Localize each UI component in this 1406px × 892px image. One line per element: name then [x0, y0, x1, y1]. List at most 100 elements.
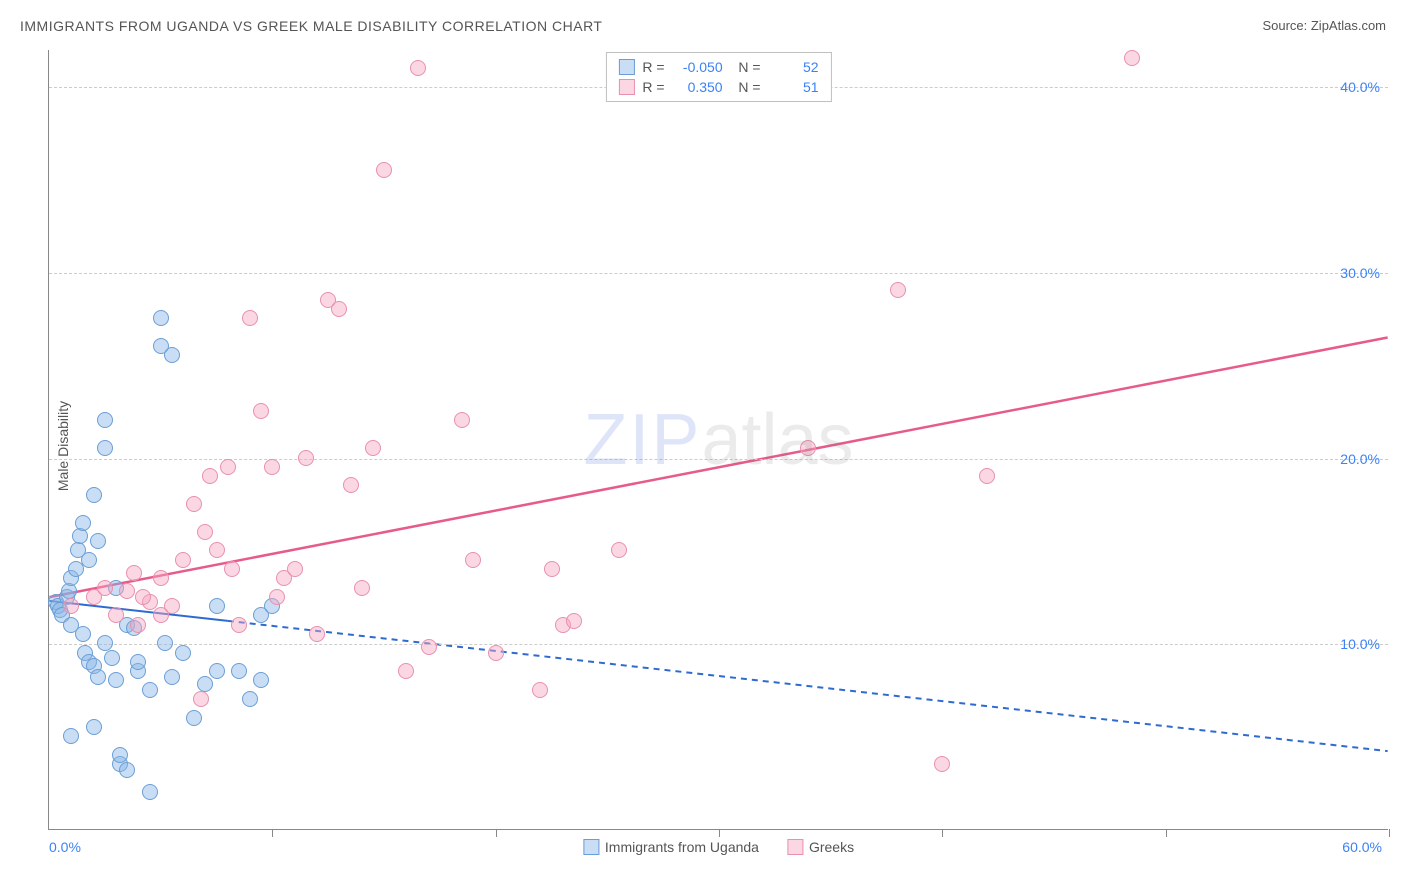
scatter-point-greeks [298, 450, 314, 466]
scatter-point-greeks [135, 589, 151, 605]
scatter-point-greeks [264, 459, 280, 475]
scatter-point-uganda [164, 669, 180, 685]
scatter-point-greeks [398, 663, 414, 679]
scatter-point-uganda [75, 515, 91, 531]
scatter-point-greeks [1124, 50, 1140, 66]
legend-r-label: R = [642, 79, 664, 95]
scatter-point-uganda [119, 762, 135, 778]
scatter-point-greeks [365, 440, 381, 456]
scatter-point-greeks [130, 617, 146, 633]
watermark: ZIPatlas [583, 399, 853, 481]
scatter-point-uganda [97, 635, 113, 651]
legend-row-greeks: R = 0.350 N = 51 [618, 79, 818, 95]
legend-n-value-greeks: 51 [769, 79, 819, 95]
chart-title: IMMIGRANTS FROM UGANDA VS GREEK MALE DIS… [20, 18, 602, 34]
y-tick-label: 20.0% [1340, 451, 1380, 467]
legend-swatch-uganda [583, 839, 599, 855]
scatter-point-greeks [287, 561, 303, 577]
scatter-point-greeks [890, 282, 906, 298]
y-tick-label: 40.0% [1340, 79, 1380, 95]
scatter-point-greeks [231, 617, 247, 633]
x-tick-label: 0.0% [49, 839, 81, 855]
x-tick [1389, 829, 1390, 837]
scatter-point-uganda [81, 552, 97, 568]
gridline [49, 273, 1388, 274]
plot-area: ZIPatlas R = -0.050 N = 52 R = 0.350 N =… [48, 50, 1388, 830]
legend-r-label: R = [642, 59, 664, 75]
scatter-point-greeks [934, 756, 950, 772]
scatter-point-greeks [108, 607, 124, 623]
x-tick [719, 829, 720, 837]
trend-line-greeks [49, 337, 1387, 597]
scatter-point-uganda [186, 710, 202, 726]
scatter-point-greeks [269, 589, 285, 605]
scatter-point-greeks [242, 310, 258, 326]
x-tick [1166, 829, 1167, 837]
scatter-point-greeks [126, 565, 142, 581]
gridline [49, 644, 1388, 645]
scatter-point-uganda [108, 672, 124, 688]
scatter-point-uganda [164, 347, 180, 363]
legend-n-label: N = [731, 79, 761, 95]
scatter-point-greeks [63, 598, 79, 614]
scatter-point-uganda [130, 654, 146, 670]
scatter-point-uganda [209, 598, 225, 614]
scatter-point-greeks [331, 301, 347, 317]
scatter-point-uganda [75, 626, 91, 642]
scatter-point-greeks [566, 613, 582, 629]
scatter-point-greeks [421, 639, 437, 655]
scatter-point-greeks [611, 542, 627, 558]
scatter-point-greeks [202, 468, 218, 484]
legend-item-greeks: Greeks [787, 839, 854, 855]
x-tick-label: 60.0% [1342, 839, 1382, 855]
scatter-point-greeks [309, 626, 325, 642]
scatter-point-greeks [97, 580, 113, 596]
legend-label-uganda: Immigrants from Uganda [605, 839, 759, 855]
legend-swatch-uganda [618, 59, 634, 75]
scatter-point-greeks [532, 682, 548, 698]
scatter-point-uganda [242, 691, 258, 707]
gridline [49, 459, 1388, 460]
scatter-point-uganda [142, 784, 158, 800]
scatter-point-greeks [197, 524, 213, 540]
trend-line-uganda-dashed [228, 621, 1388, 751]
x-tick [942, 829, 943, 837]
scatter-point-greeks [376, 162, 392, 178]
legend-item-uganda: Immigrants from Uganda [583, 839, 759, 855]
scatter-point-greeks [220, 459, 236, 475]
scatter-point-greeks [253, 403, 269, 419]
legend-n-label: N = [731, 59, 761, 75]
scatter-point-uganda [253, 672, 269, 688]
legend-swatch-greeks [618, 79, 634, 95]
scatter-point-uganda [90, 669, 106, 685]
scatter-point-uganda [231, 663, 247, 679]
scatter-point-uganda [86, 719, 102, 735]
legend-series: Immigrants from Uganda Greeks [583, 839, 854, 855]
x-tick [496, 829, 497, 837]
source-attribution: Source: ZipAtlas.com [1262, 18, 1386, 33]
scatter-point-uganda [197, 676, 213, 692]
legend-r-value-uganda: -0.050 [673, 59, 723, 75]
scatter-point-greeks [979, 468, 995, 484]
scatter-point-uganda [112, 747, 128, 763]
y-tick-label: 10.0% [1340, 636, 1380, 652]
scatter-point-greeks [354, 580, 370, 596]
scatter-point-uganda [63, 728, 79, 744]
legend-correlation-box: R = -0.050 N = 52 R = 0.350 N = 51 [605, 52, 831, 102]
scatter-point-greeks [209, 542, 225, 558]
legend-swatch-greeks [787, 839, 803, 855]
scatter-point-greeks [119, 583, 135, 599]
trend-lines [49, 50, 1388, 829]
scatter-point-greeks [193, 691, 209, 707]
scatter-point-greeks [164, 598, 180, 614]
y-tick-label: 30.0% [1340, 265, 1380, 281]
scatter-point-greeks [800, 440, 816, 456]
scatter-point-greeks [544, 561, 560, 577]
scatter-point-uganda [157, 635, 173, 651]
scatter-point-uganda [104, 650, 120, 666]
scatter-point-uganda [86, 487, 102, 503]
legend-row-uganda: R = -0.050 N = 52 [618, 59, 818, 75]
legend-n-value-uganda: 52 [769, 59, 819, 75]
scatter-point-greeks [410, 60, 426, 76]
scatter-point-uganda [153, 310, 169, 326]
